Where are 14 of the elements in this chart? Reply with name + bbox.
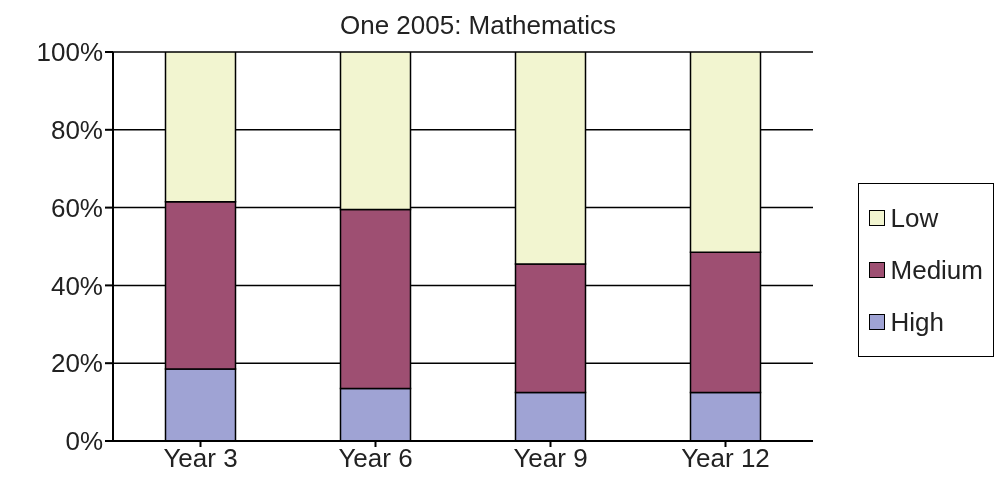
- legend-label: Low: [889, 202, 940, 235]
- x-tick-label: Year 9: [513, 443, 588, 474]
- legend-label: High: [889, 306, 945, 339]
- x-tick-label: Year 6: [338, 443, 413, 474]
- y-tick-label: 80%: [50, 115, 103, 146]
- y-tick-label: 100%: [36, 37, 103, 68]
- y-tick-label: 40%: [50, 270, 103, 301]
- x-tick-label: Year 12: [681, 443, 770, 474]
- legend-label: Medium: [889, 254, 983, 287]
- chart-title: One 2005: Mathematics: [338, 10, 617, 41]
- y-tick-label: 60%: [50, 192, 103, 223]
- y-tick-label: 0%: [65, 426, 103, 457]
- x-tick-label: Year 3: [163, 443, 238, 474]
- y-tick-label: 20%: [50, 348, 103, 379]
